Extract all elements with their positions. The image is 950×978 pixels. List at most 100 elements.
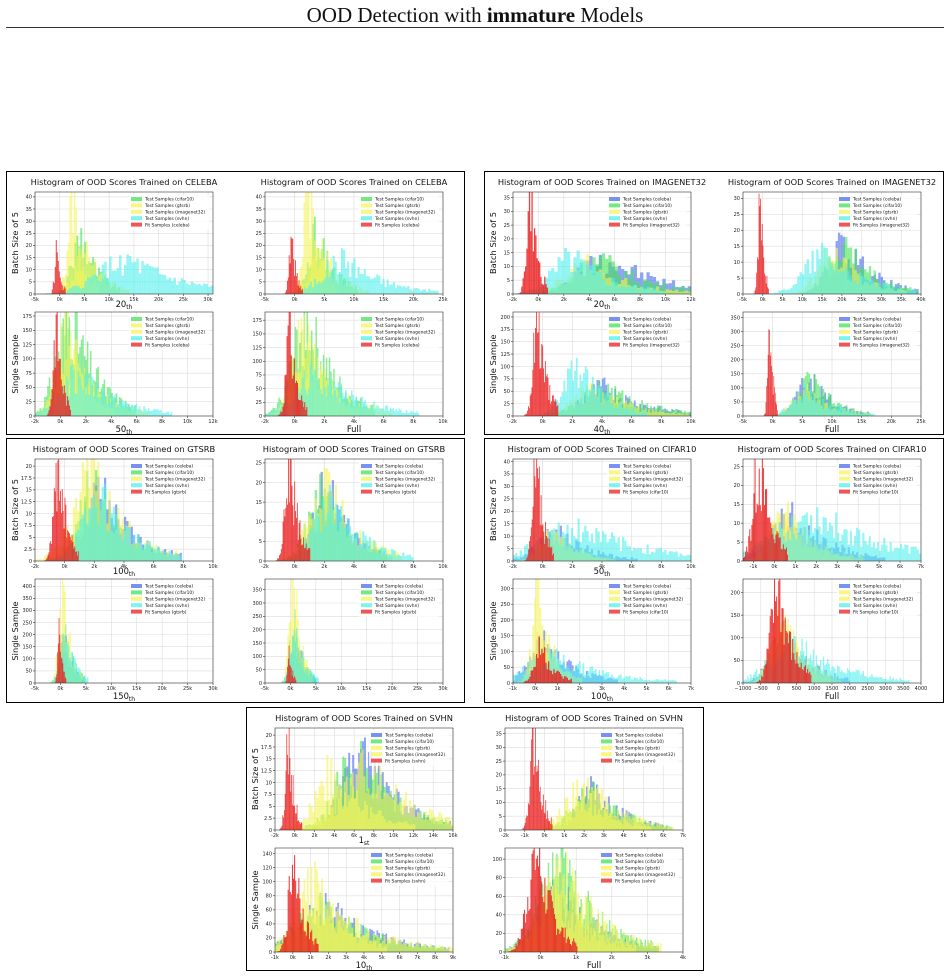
histogram-bar: [614, 385, 617, 416]
histogram-bar: [299, 822, 300, 830]
histogram-bar: [157, 546, 160, 561]
x-tick-label: 30k: [877, 297, 886, 303]
series-fit: [763, 329, 778, 416]
histogram-bar: [286, 289, 287, 294]
histogram-bar: [392, 281, 395, 294]
y-tick-label: 300: [730, 329, 740, 335]
chart-title-0: Histogram of OOD Scores Trained on CELEB…: [31, 177, 218, 187]
histogram-bar: [769, 517, 771, 561]
histogram-bar: [579, 542, 582, 561]
histogram-bar: [302, 828, 305, 830]
histogram-bar: [916, 291, 919, 294]
histogram-bar: [849, 672, 852, 683]
histogram-bar: [769, 355, 771, 416]
histogram-bar: [680, 410, 683, 416]
histogram-bar: [797, 522, 800, 561]
histogram-bar: [557, 522, 560, 561]
histogram-bar: [121, 538, 124, 561]
histogram-bar: [651, 408, 654, 416]
legend: Test Samples (celeba)Test Samples (gtsrb…: [837, 462, 917, 497]
legend-entry: Test Samples (imagenet32): [622, 477, 683, 483]
histogram-bar: [817, 664, 819, 683]
histogram-bar: [559, 396, 562, 416]
histogram-bar: [531, 387, 533, 416]
y-tick-label: 35: [504, 472, 510, 478]
histogram-bar: [621, 285, 625, 294]
histogram-bar: [285, 681, 287, 683]
histogram-bar: [671, 409, 674, 416]
histogram-bar: [388, 553, 392, 561]
histogram-bar: [747, 551, 749, 561]
histogram-bar: [785, 630, 787, 683]
histogram-bar: [525, 674, 528, 683]
histogram-bar: [585, 674, 588, 683]
histogram-bar: [289, 312, 291, 416]
histogram-bar: [827, 406, 830, 416]
histogram-bar: [901, 291, 904, 294]
histogram-bar: [687, 288, 691, 294]
histogram-bar: [637, 548, 640, 561]
legend: Test Samples (cifar10)Test Samples (gtsr…: [129, 315, 209, 350]
histogram-bar: [527, 679, 530, 683]
histogram-bar: [288, 312, 290, 416]
histogram-bar: [540, 495, 542, 561]
histogram-bar: [888, 679, 890, 683]
histogram-bar: [303, 672, 305, 683]
histogram-bar: [630, 550, 634, 561]
histogram-bar: [776, 404, 777, 416]
histogram-bar: [605, 284, 609, 294]
histogram-bar: [765, 402, 767, 416]
x-tick-label: 15k: [132, 686, 141, 692]
histogram-bar: [539, 262, 541, 294]
histogram-bar: [863, 278, 867, 294]
histogram-bar: [76, 339, 78, 416]
histogram-bar: [658, 410, 661, 416]
histogram-bar: [153, 267, 157, 294]
histogram-bar: [595, 272, 599, 294]
histogram-bar: [584, 366, 587, 416]
histogram-bar: [528, 648, 531, 683]
histogram-bar: [532, 625, 535, 683]
histogram-bar: [650, 551, 654, 561]
legend-entry: Fit Samples (celeba): [375, 222, 420, 228]
histogram-bar: [310, 669, 312, 683]
histogram-bar: [896, 288, 900, 294]
histogram-bar: [75, 663, 77, 683]
histogram-bar: [302, 401, 304, 416]
histogram-bar: [53, 283, 55, 294]
histogram-bar: [832, 269, 836, 294]
histogram-bar: [660, 405, 663, 416]
y-tick-label: 15: [256, 500, 262, 506]
histogram-bar: [298, 522, 300, 561]
histogram-bar: [880, 288, 883, 294]
histogram-bar: [533, 228, 536, 294]
x-tick-label: 2k: [321, 564, 327, 570]
histogram-bar: [380, 283, 383, 294]
histogram-bar: [851, 672, 853, 683]
y-tick-label: 30: [504, 209, 510, 215]
histogram-bar: [267, 412, 270, 416]
histogram-bar: [48, 410, 50, 416]
legend-entry: Test Samples (celeba): [374, 464, 423, 470]
histogram-bar: [177, 554, 180, 561]
histogram-bar: [544, 543, 546, 561]
histogram-bar: [132, 406, 135, 416]
y-tick-label: 30: [734, 196, 740, 202]
histogram-bar: [269, 413, 271, 416]
histogram-bar: [757, 676, 759, 683]
y-tick-label: 15: [266, 757, 272, 763]
histogram-bar: [778, 537, 780, 561]
histogram-bar: [141, 411, 144, 416]
histogram-bar: [771, 293, 774, 294]
histogram-bar: [322, 280, 325, 294]
x-tick-label: 6k: [897, 564, 903, 570]
histogram-bar: [803, 514, 806, 561]
histogram-bar: [625, 676, 627, 683]
histogram-bar: [632, 679, 635, 683]
y-tick-label: 5: [737, 276, 740, 282]
histogram-bar: [404, 556, 407, 561]
series-fit: [277, 312, 308, 416]
histogram-bar: [762, 245, 764, 294]
histogram-bar: [805, 641, 808, 683]
